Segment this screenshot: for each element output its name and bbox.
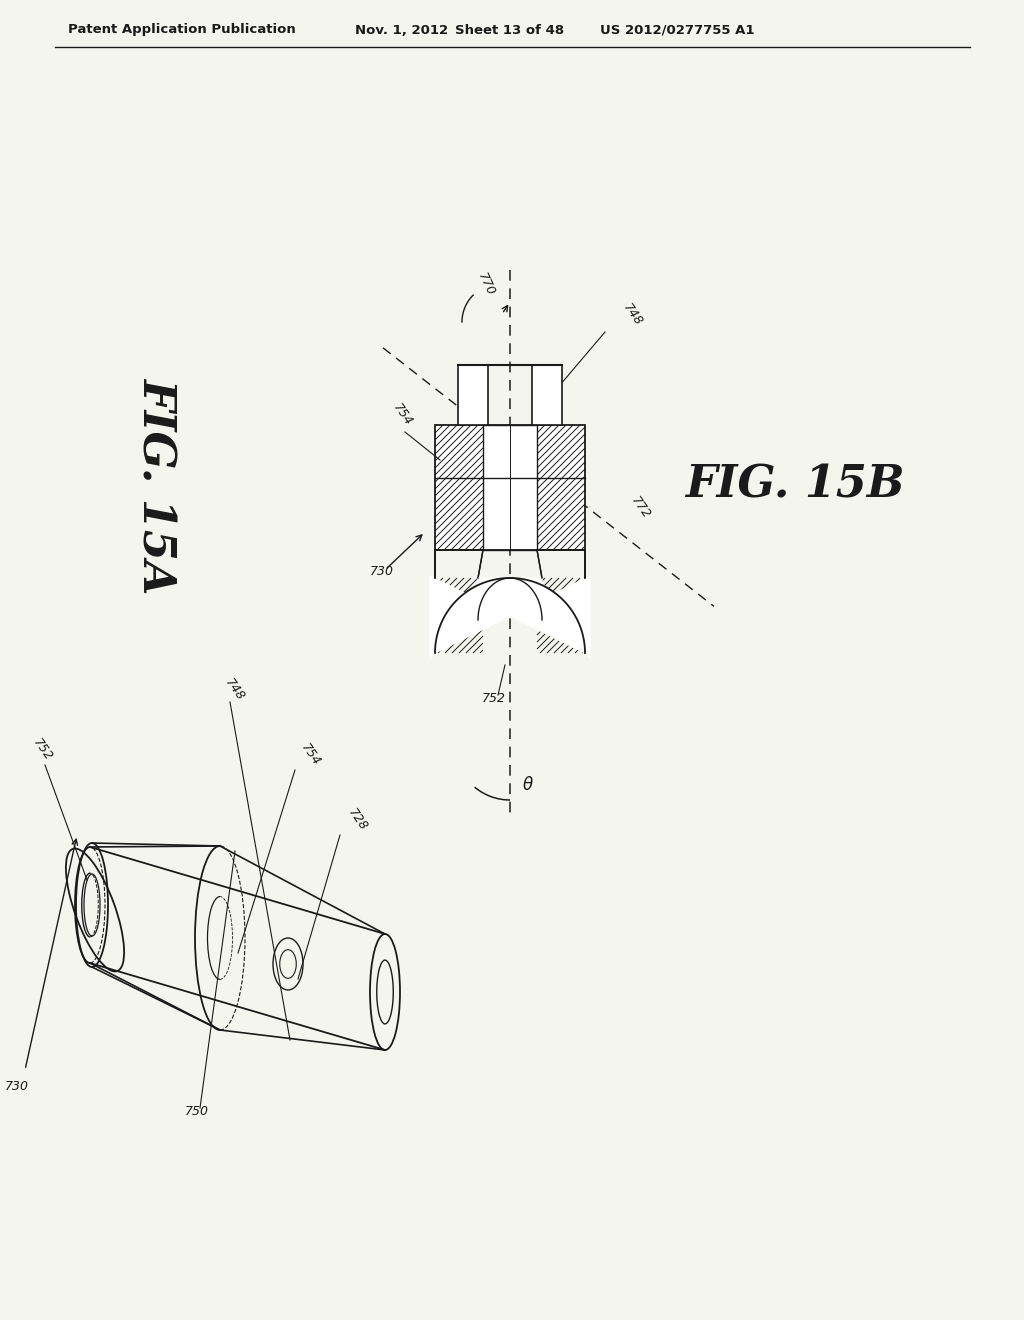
Text: US 2012/0277755 A1: US 2012/0277755 A1 [600,24,755,37]
Text: Patent Application Publication: Patent Application Publication [68,24,296,37]
Polygon shape [435,576,590,657]
Text: 748: 748 [222,676,247,704]
Text: $\theta$: $\theta$ [522,776,534,795]
Text: 730: 730 [370,565,394,578]
Polygon shape [430,576,585,657]
Bar [532,366,562,425]
Bar [483,425,537,550]
Text: 752: 752 [482,692,506,705]
Text: FIG. 15A: FIG. 15A [135,376,178,593]
Text: 772: 772 [628,494,652,521]
Text: Sheet 13 of 48: Sheet 13 of 48 [455,24,564,37]
Text: Nov. 1, 2012: Nov. 1, 2012 [355,24,449,37]
Text: FIG. 15B: FIG. 15B [685,463,904,507]
Text: 728: 728 [345,807,370,833]
Text: 750: 750 [185,1105,209,1118]
Text: 730: 730 [5,1080,29,1093]
Text: 754: 754 [390,401,415,428]
Polygon shape [478,578,542,620]
Text: 752: 752 [30,735,54,763]
Bar [435,425,585,550]
Text: 770: 770 [475,271,497,298]
Text: 748: 748 [620,301,644,327]
Text: 754: 754 [298,741,323,768]
Bar [458,366,488,425]
